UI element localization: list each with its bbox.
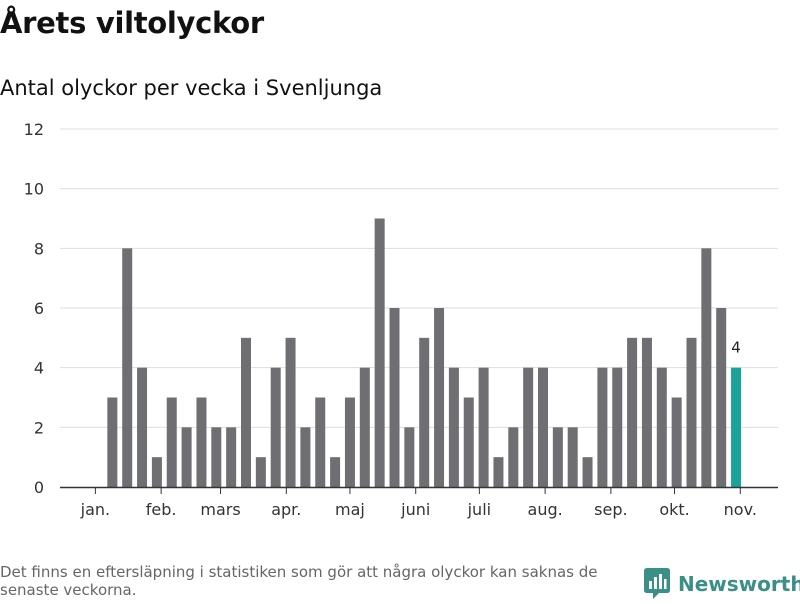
bar bbox=[552, 427, 563, 487]
y-tick-label: 2 bbox=[34, 418, 44, 437]
x-tick-label: aug. bbox=[528, 500, 563, 519]
bar bbox=[122, 248, 133, 487]
x-tick-label: nov. bbox=[724, 500, 757, 519]
bar bbox=[612, 367, 623, 487]
bar bbox=[270, 367, 281, 487]
bar bbox=[686, 337, 697, 487]
bar bbox=[656, 367, 667, 487]
bar bbox=[137, 367, 148, 487]
bar bbox=[463, 397, 474, 487]
bar bbox=[107, 397, 118, 487]
bar bbox=[255, 457, 266, 487]
bar bbox=[404, 427, 415, 487]
bar bbox=[344, 397, 355, 487]
y-tick-label: 4 bbox=[34, 359, 44, 378]
y-tick-label: 10 bbox=[24, 180, 44, 199]
highlight-data-label: 4 bbox=[731, 339, 741, 357]
bar bbox=[330, 457, 341, 487]
newsworthy-logo-icon bbox=[644, 568, 670, 600]
bar bbox=[374, 218, 385, 487]
x-tick-label: apr. bbox=[271, 500, 301, 519]
bar bbox=[285, 337, 296, 487]
bar bbox=[419, 337, 430, 487]
bar bbox=[151, 457, 162, 487]
highlighted-bar bbox=[731, 367, 742, 487]
x-tick-label: maj bbox=[335, 500, 365, 519]
brand-logo[interactable]: Newsworthy bbox=[644, 568, 800, 600]
x-tick-label: okt. bbox=[659, 500, 689, 519]
y-tick-label: 0 bbox=[34, 478, 44, 497]
bar bbox=[671, 397, 682, 487]
weekly-accidents-bar-chart: 0 2 4 6 8 10 12 jan. feb. mars apr. maj juni juli aug… bbox=[24, 120, 778, 519]
bar bbox=[181, 427, 192, 487]
gridlines bbox=[60, 128, 778, 428]
bar bbox=[434, 308, 445, 487]
x-tick-label: jan. bbox=[80, 500, 110, 519]
footnote: Det finns en eftersläpning i statistiken… bbox=[0, 563, 598, 599]
bar bbox=[567, 427, 578, 487]
x-tick-label: juni bbox=[400, 500, 430, 519]
x-tick-label: sep. bbox=[594, 500, 627, 519]
bar bbox=[597, 367, 608, 487]
bar bbox=[211, 427, 222, 487]
y-axis-ticks: 0 2 4 6 8 10 12 bbox=[24, 120, 44, 497]
y-tick-label: 6 bbox=[34, 299, 44, 318]
x-tick-label: feb. bbox=[146, 500, 177, 519]
bar bbox=[315, 397, 326, 487]
bar bbox=[508, 427, 519, 487]
bar bbox=[226, 427, 237, 487]
bar bbox=[641, 337, 652, 487]
bar bbox=[493, 457, 504, 487]
bar bbox=[300, 427, 311, 487]
bar bbox=[166, 397, 177, 487]
bar bbox=[196, 397, 207, 487]
bar bbox=[627, 337, 638, 487]
bar bbox=[582, 457, 593, 487]
chart-subtitle: Antal olyckor per vecka i Svenljunga bbox=[0, 76, 383, 100]
y-tick-label: 8 bbox=[34, 239, 44, 258]
bar bbox=[241, 337, 251, 487]
bar bbox=[701, 248, 712, 487]
data-labels: 4 bbox=[731, 339, 741, 357]
x-axis-ticks: jan. feb. mars apr. maj juni juli aug. sep. okt. n… bbox=[80, 487, 757, 519]
bar bbox=[359, 367, 370, 487]
bar bbox=[389, 308, 400, 487]
x-tick-label: mars bbox=[200, 500, 240, 519]
y-tick-label: 12 bbox=[24, 120, 44, 139]
chart-title: Årets viltolyckor bbox=[0, 6, 264, 40]
bar bbox=[448, 367, 459, 487]
bar bbox=[478, 367, 489, 487]
bar bbox=[538, 367, 548, 487]
bars bbox=[107, 218, 742, 487]
bar bbox=[523, 367, 534, 487]
x-tick-label: juli bbox=[467, 500, 491, 519]
brand-name: Newsworthy bbox=[678, 572, 800, 596]
bar bbox=[716, 308, 727, 487]
